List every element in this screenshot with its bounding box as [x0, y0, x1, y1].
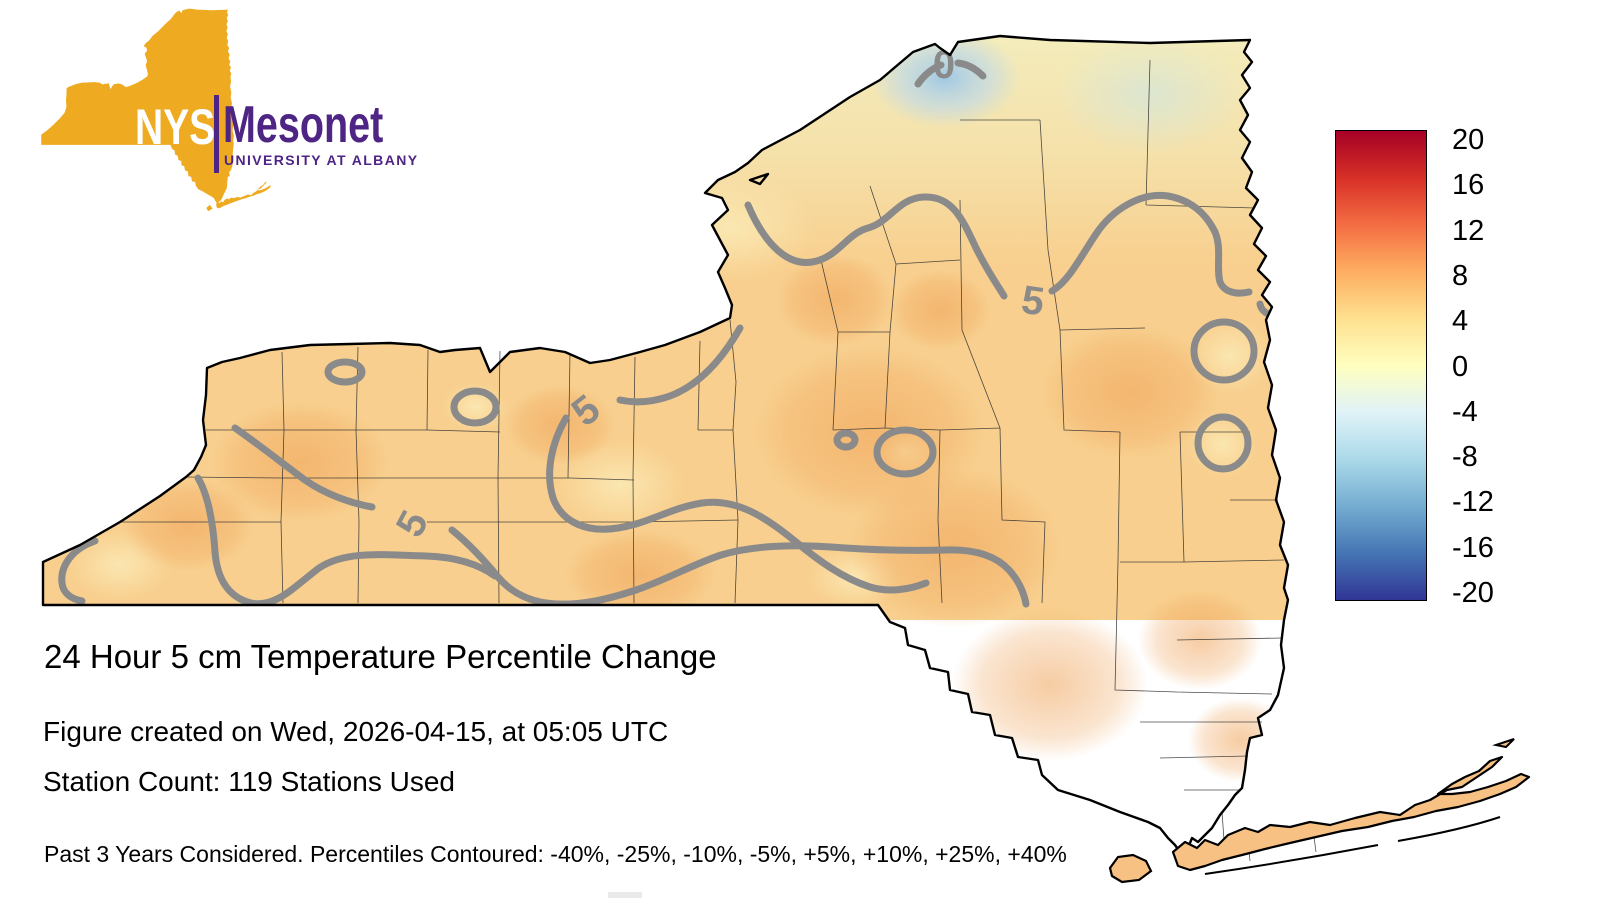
staten-island — [1108, 853, 1153, 884]
colorbar-tick-label: 16 — [1452, 169, 1485, 202]
figure-title: 24 Hour 5 cm Temperature Percentile Chan… — [44, 638, 717, 675]
colorbar-tick-label: 20 — [1452, 124, 1485, 156]
fishers-island — [1492, 738, 1515, 749]
logo-divider — [214, 95, 219, 173]
colorbar-tick-label: 8 — [1452, 259, 1469, 292]
station-count-line: Station Count: 119 Stations Used — [43, 766, 455, 797]
logo-subtitle: UNIVERSITY AT ALBANY — [224, 152, 419, 168]
colorbar-tick-label: -12 — [1452, 486, 1494, 519]
barrier-islands — [1204, 816, 1501, 875]
colorbar-tick-label: -8 — [1452, 441, 1478, 474]
colorbar-gradient — [1335, 130, 1427, 601]
cropped-edge-mark — [608, 892, 642, 898]
nys-mesonet-logo: NYS Mesonet UNIVERSITY AT ALBANY — [40, 0, 440, 220]
colorbar-tick-label: 12 — [1452, 214, 1485, 247]
county-borders — [118, 59, 1317, 862]
logo-acronym: NYS — [135, 99, 216, 155]
colorbar-tick-label: -4 — [1452, 395, 1478, 428]
colorbar-tick-label: -20 — [1452, 577, 1494, 609]
colorbar-tick-label: 4 — [1452, 305, 1469, 338]
footnote-line: Past 3 Years Considered. Percentiles Con… — [44, 841, 1067, 867]
logo-state-shape — [41, 8, 272, 212]
logo-wordmark: Mesonet — [223, 96, 384, 154]
colorbar-tick-label: 0 — [1452, 350, 1469, 383]
figure-created-line: Figure created on Wed, 2026-04-15, at 05… — [43, 716, 669, 747]
lake-islet — [748, 172, 770, 186]
colorbar-tick-label: -16 — [1452, 531, 1494, 564]
